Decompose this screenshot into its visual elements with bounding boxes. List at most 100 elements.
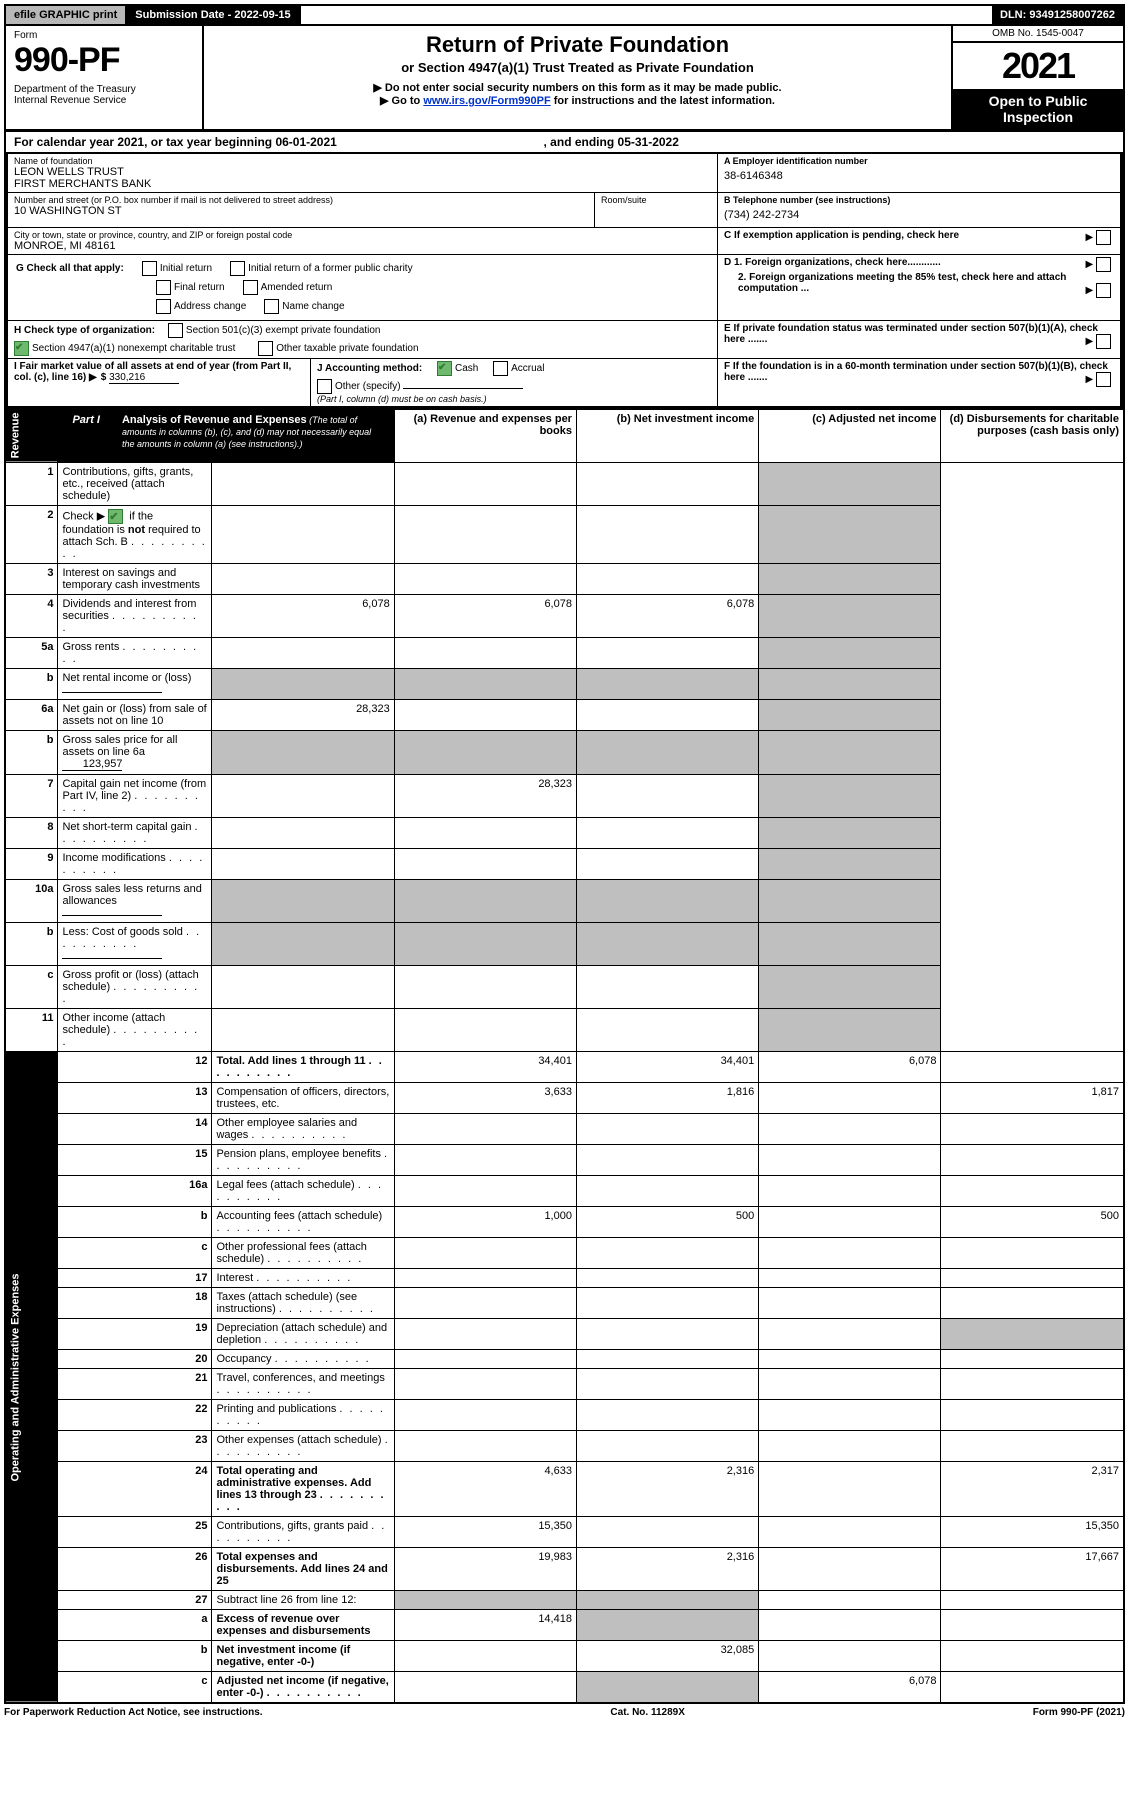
g-initial-checkbox[interactable] xyxy=(142,261,157,276)
row-num: 20 xyxy=(58,1349,212,1368)
foundation-name: LEON WELLS TRUST FIRST MERCHANTS BANK xyxy=(14,166,711,190)
row-num: 16a xyxy=(58,1175,212,1206)
row-col-b xyxy=(394,462,576,505)
row-col-c xyxy=(759,1399,941,1430)
row-col-c xyxy=(576,563,758,594)
table-row: 9Income modifications xyxy=(5,848,1124,879)
row-col-c xyxy=(576,1008,758,1051)
efile-print-button[interactable]: efile GRAPHIC print xyxy=(6,6,127,24)
table-row: 10aGross sales less returns and allowanc… xyxy=(5,879,1124,922)
row-col-c xyxy=(576,922,758,965)
table-row: bAccounting fees (attach schedule) 1,000… xyxy=(5,1206,1124,1237)
row-col-c xyxy=(759,1082,941,1113)
info-block: Name of foundation LEON WELLS TRUST FIRS… xyxy=(4,154,1125,408)
topbar: efile GRAPHIC print Submission Date - 20… xyxy=(4,4,1125,26)
row-num: b xyxy=(5,668,58,699)
row-desc: Net rental income or (loss) xyxy=(58,668,212,699)
table-row: 13Compensation of officers, directors, t… xyxy=(5,1082,1124,1113)
g-final-checkbox[interactable] xyxy=(156,280,171,295)
row-num: b xyxy=(58,1640,212,1671)
f-checkbox[interactable] xyxy=(1096,372,1111,387)
row-col-a: 15,350 xyxy=(394,1516,576,1547)
g-amended-checkbox[interactable] xyxy=(243,280,258,295)
table-row: 27Subtract line 26 from line 12: xyxy=(5,1590,1124,1609)
j-cash-checkbox[interactable] xyxy=(437,361,452,376)
row-col-a xyxy=(212,965,394,1008)
row-num: 25 xyxy=(58,1516,212,1547)
row-col-d: 15,350 xyxy=(941,1516,1124,1547)
row-col-b xyxy=(576,1237,758,1268)
row-col-c xyxy=(759,1640,941,1671)
row-col-b xyxy=(576,1287,758,1318)
row-desc: Subtract line 26 from line 12: xyxy=(212,1590,394,1609)
row-desc: Interest on savings and temporary cash i… xyxy=(58,563,212,594)
c-checkbox[interactable] xyxy=(1096,230,1111,245)
h-4947: Section 4947(a)(1) nonexempt charitable … xyxy=(32,343,235,354)
row-desc: Interest xyxy=(212,1268,394,1287)
city-cell: City or town, state or province, country… xyxy=(8,228,718,255)
row-col-d xyxy=(941,1640,1124,1671)
row-col-a: 4,633 xyxy=(394,1461,576,1516)
g-namechange-checkbox[interactable] xyxy=(264,299,279,314)
row-col-d: 17,667 xyxy=(941,1547,1124,1590)
row-col-d xyxy=(759,774,941,817)
table-row: 11Other income (attach schedule) xyxy=(5,1008,1124,1051)
subdate-value: 2022-09-15 xyxy=(234,9,290,21)
ein-label: A Employer identification number xyxy=(724,156,1114,166)
row-desc: Gross sales price for all assets on line… xyxy=(58,730,212,774)
form-header: Form 990-PF Department of the Treasury I… xyxy=(4,26,1125,131)
table-row: 21Travel, conferences, and meetings xyxy=(5,1368,1124,1399)
row-desc: Taxes (attach schedule) (see instruction… xyxy=(212,1287,394,1318)
row-col-b: 6,078 xyxy=(394,594,576,637)
g-initialformer-checkbox[interactable] xyxy=(230,261,245,276)
row-col-b xyxy=(576,1175,758,1206)
row-col-a xyxy=(394,1430,576,1461)
d2-label: 2. Foreign organizations meeting the 85%… xyxy=(738,272,1066,294)
j-accrual-checkbox[interactable] xyxy=(493,361,508,376)
g-addrchange-checkbox[interactable] xyxy=(156,299,171,314)
row-col-a xyxy=(394,1237,576,1268)
note-ssn: ▶ Do not enter social security numbers o… xyxy=(214,81,941,94)
row-col-d xyxy=(941,1590,1124,1609)
row-col-d xyxy=(941,1051,1124,1082)
row-col-a: 19,983 xyxy=(394,1547,576,1590)
j-other-checkbox[interactable] xyxy=(317,379,332,394)
row-col-b xyxy=(576,1399,758,1430)
phone-value: (734) 242-2734 xyxy=(724,205,1114,225)
row-col-b xyxy=(394,668,576,699)
row-num: 7 xyxy=(5,774,58,817)
g-namechange: Name change xyxy=(282,301,344,312)
h-other-checkbox[interactable] xyxy=(258,341,273,356)
row-col-b xyxy=(576,1318,758,1349)
row-col-c xyxy=(759,1547,941,1590)
j-cash: Cash xyxy=(455,363,478,374)
row-desc: Other employee salaries and wages xyxy=(212,1113,394,1144)
e-checkbox[interactable] xyxy=(1096,334,1111,349)
table-row: 3Interest on savings and temporary cash … xyxy=(5,563,1124,594)
row-col-b xyxy=(576,1268,758,1287)
row-col-d: 2,317 xyxy=(941,1461,1124,1516)
row-num: 1 xyxy=(5,462,58,505)
h-4947-checkbox[interactable] xyxy=(14,341,29,356)
table-row: 7Capital gain net income (from Part IV, … xyxy=(5,774,1124,817)
row-col-d xyxy=(941,1113,1124,1144)
row-col-d xyxy=(941,1318,1124,1349)
row-col-a: 3,633 xyxy=(394,1082,576,1113)
part1-tab: Part I xyxy=(58,410,114,454)
g-label: G Check all that apply: xyxy=(16,263,124,274)
instructions-link[interactable]: www.irs.gov/Form990PF xyxy=(423,95,550,107)
row-col-b xyxy=(394,637,576,668)
row-desc: Contributions, gifts, grants, etc., rece… xyxy=(58,462,212,505)
row-col-a xyxy=(394,1590,576,1609)
row-col-b: 500 xyxy=(576,1206,758,1237)
row-col-d xyxy=(759,817,941,848)
row-desc: Travel, conferences, and meetings xyxy=(212,1368,394,1399)
d1-checkbox[interactable] xyxy=(1096,257,1111,272)
row-desc: Net gain or (loss) from sale of assets n… xyxy=(58,699,212,730)
row-col-c xyxy=(759,1144,941,1175)
row-col-d xyxy=(941,1287,1124,1318)
d2-checkbox[interactable] xyxy=(1096,283,1111,298)
table-row: bLess: Cost of goods sold xyxy=(5,922,1124,965)
h-501c3-checkbox[interactable] xyxy=(168,323,183,338)
row-col-c xyxy=(759,1461,941,1516)
